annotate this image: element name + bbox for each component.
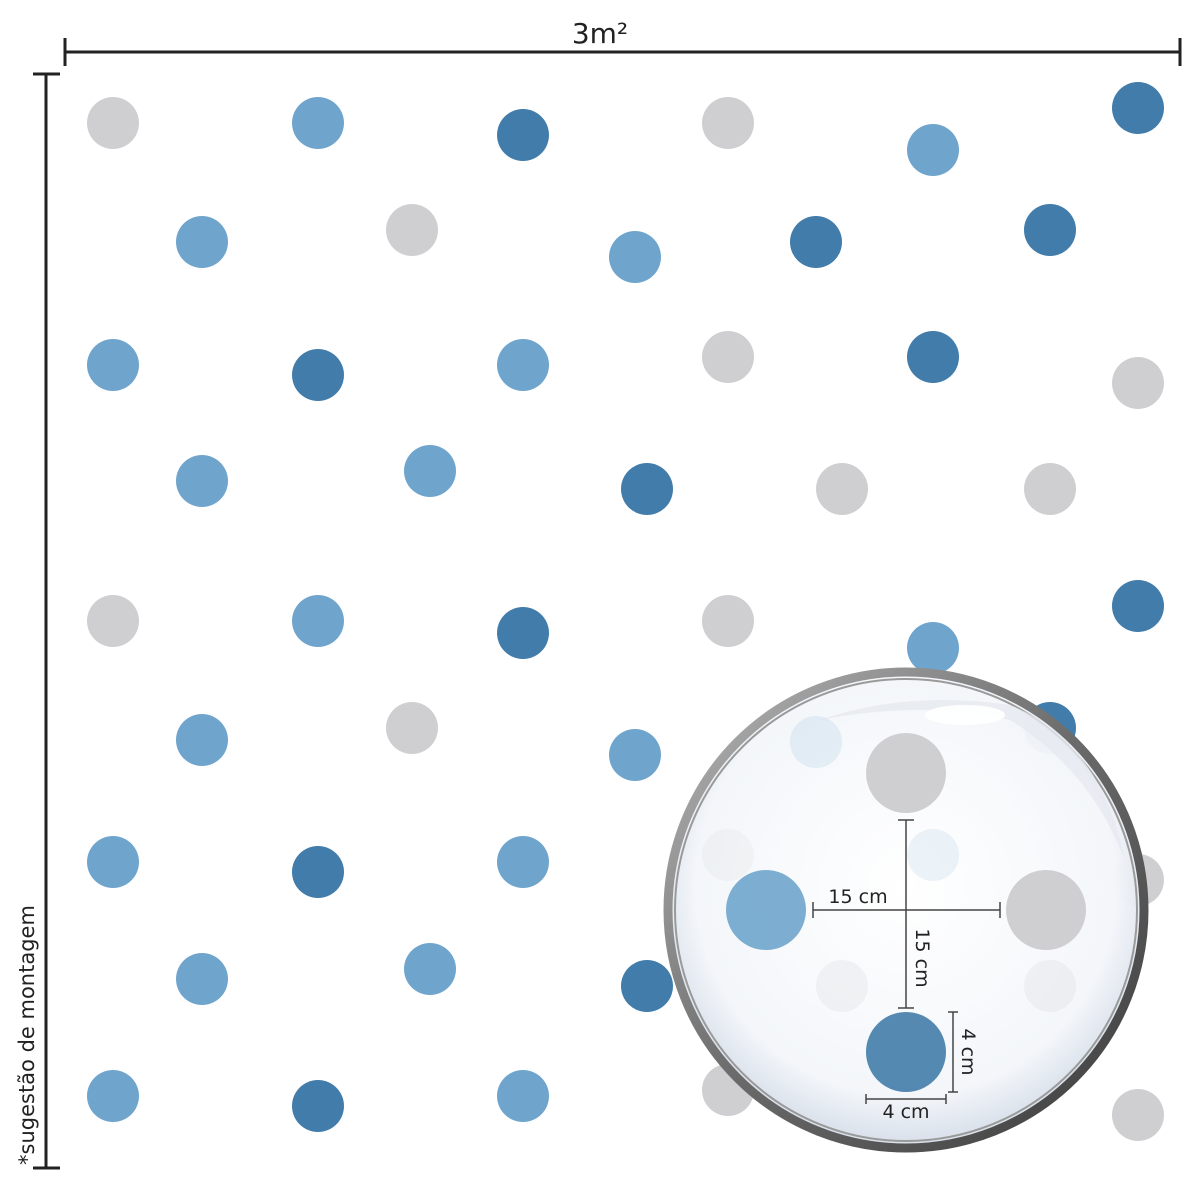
magnified-dot bbox=[726, 870, 806, 950]
dot bbox=[1024, 463, 1076, 515]
dot bbox=[497, 1070, 549, 1122]
dot bbox=[292, 595, 344, 647]
dot-width-label: 4 cm bbox=[882, 1101, 929, 1123]
magnified-dot bbox=[1024, 960, 1076, 1012]
magnified-dot bbox=[816, 960, 868, 1012]
dot bbox=[176, 216, 228, 268]
dot bbox=[609, 729, 661, 781]
dot bbox=[1024, 204, 1076, 256]
dot bbox=[790, 216, 842, 268]
dot bbox=[292, 1080, 344, 1132]
dot bbox=[497, 109, 549, 161]
dot bbox=[386, 702, 438, 754]
dot bbox=[404, 445, 456, 497]
vertical-spacing-label: 15 cm bbox=[911, 928, 933, 987]
dot bbox=[816, 463, 868, 515]
magnified-dot bbox=[702, 829, 754, 881]
dot bbox=[702, 595, 754, 647]
width-dimension: 3m² bbox=[63, 17, 1182, 66]
dot bbox=[176, 455, 228, 507]
magnified-dot bbox=[790, 716, 842, 768]
dot bbox=[176, 953, 228, 1005]
dot bbox=[1112, 580, 1164, 632]
dot bbox=[176, 714, 228, 766]
dot bbox=[907, 622, 959, 674]
magnified-dot bbox=[866, 733, 946, 813]
polka-dot-grid bbox=[87, 82, 1164, 1141]
dot bbox=[1112, 1089, 1164, 1141]
dot bbox=[621, 960, 673, 1012]
dot bbox=[292, 846, 344, 898]
lens-glare bbox=[820, 700, 1125, 860]
dot bbox=[621, 463, 673, 515]
dot bbox=[907, 331, 959, 383]
dot bbox=[702, 331, 754, 383]
magnified-dot bbox=[1006, 870, 1086, 950]
dot bbox=[292, 349, 344, 401]
dot bbox=[87, 339, 139, 391]
dot bbox=[497, 607, 549, 659]
width-label: 3m² bbox=[572, 17, 628, 50]
height-dimension: *sugestão de montagem bbox=[15, 72, 60, 1170]
dot bbox=[87, 1070, 139, 1122]
dot bbox=[702, 97, 754, 149]
dot-height-label: 4 cm bbox=[957, 1028, 979, 1075]
magnifier: 15 cm 15 cm 4 cm 4 cm bbox=[663, 667, 1149, 1153]
dot bbox=[497, 339, 549, 391]
spacing-lines bbox=[812, 819, 1001, 1104]
dot bbox=[292, 97, 344, 149]
dot bbox=[609, 231, 661, 283]
magnified-dot bbox=[866, 1012, 946, 1092]
dot bbox=[497, 836, 549, 888]
height-label: *sugestão de montagem bbox=[15, 905, 39, 1165]
horizontal-spacing-label: 15 cm bbox=[828, 886, 887, 908]
dot bbox=[386, 204, 438, 256]
dot bbox=[87, 595, 139, 647]
magnified-dot bbox=[907, 829, 959, 881]
dot bbox=[87, 97, 139, 149]
dot bbox=[404, 943, 456, 995]
dot bbox=[1112, 82, 1164, 134]
dot bbox=[907, 124, 959, 176]
dot bbox=[87, 836, 139, 888]
dot bbox=[1112, 357, 1164, 409]
